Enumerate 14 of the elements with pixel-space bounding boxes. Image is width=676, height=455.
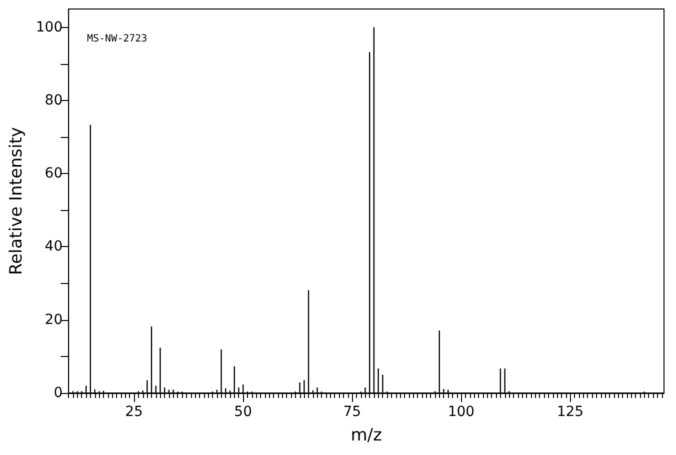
y-tick-label: 60 — [44, 166, 63, 182]
x-tick-label: 25 — [125, 404, 143, 420]
y-tick-label: 100 — [36, 19, 63, 36]
x-tick-label: 100 — [448, 404, 475, 420]
y-tick-label: 0 — [54, 385, 63, 401]
annotation: MS-NW-2723 — [87, 34, 148, 44]
y-tick-label: 40 — [44, 238, 63, 255]
x-tick-label: 50 — [234, 404, 252, 420]
y-axis-title: Relative Intensity — [6, 127, 26, 275]
y-tick-label: 20 — [44, 312, 63, 328]
y-tick-label: 80 — [44, 92, 63, 108]
x-tick-label: 125 — [556, 404, 584, 420]
x-tick-label: 75 — [343, 404, 362, 420]
x-axis-title: m/z — [350, 426, 382, 446]
